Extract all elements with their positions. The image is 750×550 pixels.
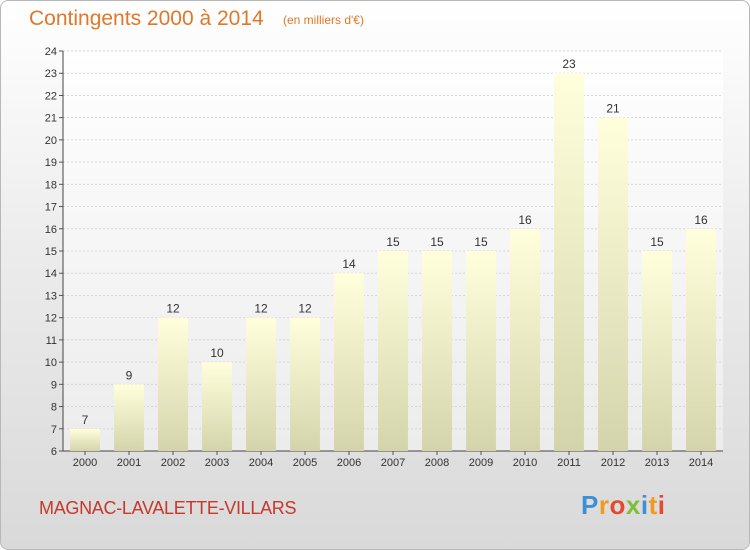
- bar-value-label: 14: [342, 257, 356, 271]
- bar-value-label: 15: [430, 235, 444, 249]
- y-tick-label: 20: [45, 135, 57, 147]
- bar: [334, 273, 364, 451]
- x-tick-label: 2011: [557, 457, 581, 469]
- bar-value-label: 15: [650, 235, 664, 249]
- bar-value-label: 12: [166, 302, 180, 316]
- logo-letter: x: [625, 490, 641, 520]
- x-tick-label: 2010: [513, 457, 537, 469]
- x-tick-label: 2009: [469, 457, 493, 469]
- proxiti-logo: Proxiti: [581, 490, 665, 521]
- bar-value-label: 12: [254, 302, 268, 316]
- bar: [70, 428, 100, 451]
- bar-value-label: 23: [562, 57, 576, 71]
- bar-value-label: 16: [518, 213, 532, 227]
- y-tick-label: 23: [45, 68, 57, 80]
- y-tick-label: 22: [45, 90, 57, 102]
- logo-letter: i: [640, 490, 649, 520]
- bar: [158, 317, 188, 451]
- y-tick-label: 17: [45, 202, 57, 214]
- bar: [686, 228, 716, 451]
- y-tick-label: 13: [45, 290, 57, 302]
- bar-value-label: 12: [298, 302, 312, 316]
- bar: [642, 251, 672, 451]
- y-tick-label: 19: [45, 157, 57, 169]
- bar-value-label: 9: [126, 368, 133, 382]
- bar: [422, 251, 452, 451]
- commune-name: MAGNAC-LAVALETTE-VILLARS: [39, 498, 297, 518]
- y-tick-label: 8: [51, 402, 57, 414]
- x-tick-label: 2007: [381, 457, 405, 469]
- y-tick-label: 21: [45, 113, 57, 125]
- bar: [246, 317, 276, 451]
- logo-letter: r: [598, 490, 610, 520]
- x-tick-label: 2014: [689, 457, 713, 469]
- y-tick-label: 9: [51, 379, 57, 391]
- y-tick-label: 7: [51, 424, 57, 436]
- x-tick-label: 2005: [293, 457, 317, 469]
- bar-value-label: 7: [82, 413, 89, 427]
- bar-value-label: 15: [474, 235, 488, 249]
- bar: [290, 317, 320, 451]
- y-tick-label: 15: [45, 246, 57, 258]
- x-tick-label: 2012: [601, 457, 625, 469]
- y-tick-label: 24: [45, 46, 57, 58]
- x-tick-label: 2006: [337, 457, 361, 469]
- x-tick-label: 2002: [161, 457, 185, 469]
- logo-letter: t: [648, 490, 658, 520]
- x-tick-label: 2001: [117, 457, 141, 469]
- bar: [378, 251, 408, 451]
- bar: [554, 73, 584, 451]
- bar-value-label: 16: [694, 213, 708, 227]
- x-tick-label: 2003: [205, 457, 229, 469]
- logo-letter: P: [581, 490, 599, 520]
- y-tick-label: 10: [45, 357, 57, 369]
- x-tick-label: 2013: [645, 457, 669, 469]
- bar: [114, 384, 144, 451]
- y-tick-label: 14: [45, 268, 57, 280]
- y-tick-label: 12: [45, 313, 57, 325]
- logo-letter: o: [609, 490, 626, 520]
- y-tick-label: 6: [51, 446, 57, 458]
- chart-title: Contingents 2000 à 2014: [29, 7, 264, 30]
- y-tick-label: 16: [45, 224, 57, 236]
- y-tick-label: 18: [45, 179, 57, 191]
- bar: [510, 228, 540, 451]
- logo-letter: i: [657, 490, 666, 520]
- bar: [202, 362, 232, 451]
- chart-subtitle: (en milliers d'€): [283, 13, 364, 27]
- bar-value-label: 15: [386, 235, 400, 249]
- bar: [598, 117, 628, 452]
- y-tick-label: 11: [46, 335, 57, 347]
- x-tick-label: 2008: [425, 457, 449, 469]
- x-tick-label: 2000: [73, 457, 97, 469]
- bar-value-label: 21: [606, 102, 620, 116]
- bar-value-label: 10: [210, 346, 224, 360]
- x-tick-label: 2004: [249, 457, 273, 469]
- bar: [466, 251, 496, 451]
